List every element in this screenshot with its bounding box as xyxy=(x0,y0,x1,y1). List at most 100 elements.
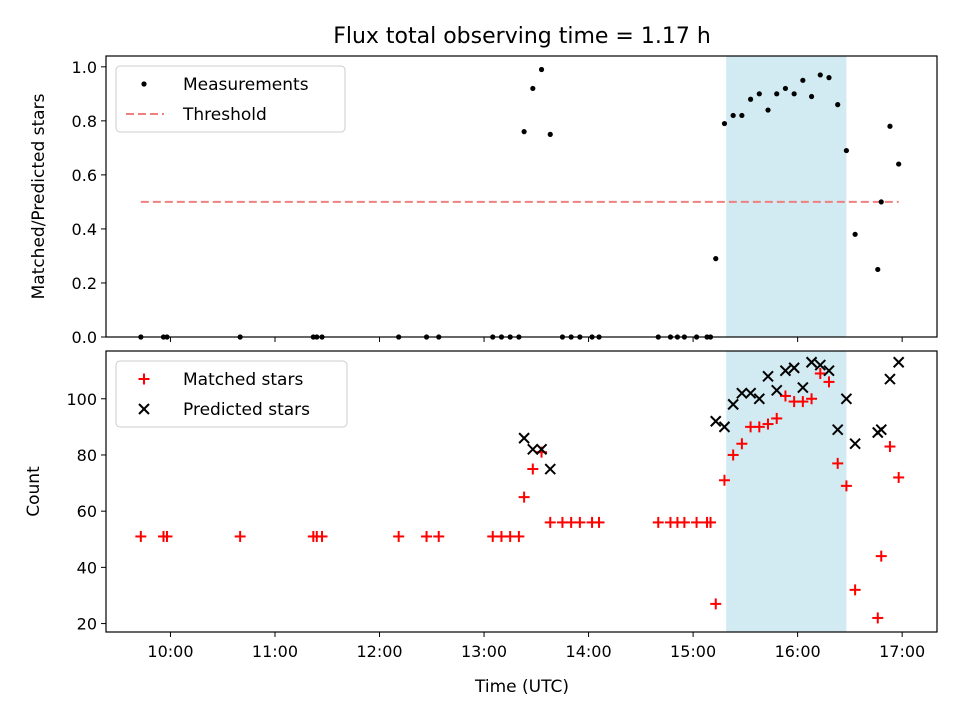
predicted-star-marker xyxy=(753,393,766,405)
matched-star-marker xyxy=(652,516,664,528)
matched-star-marker xyxy=(753,421,765,433)
predicted-star-stroke-b xyxy=(831,423,844,436)
predicted-star-stroke-b xyxy=(875,423,887,436)
predicted-star-marker xyxy=(840,393,853,405)
matched-star-marker xyxy=(872,612,884,624)
x-tick-label: 17:00 xyxy=(879,642,925,661)
matched-star-marker xyxy=(849,584,861,596)
predicted-star-stroke-b xyxy=(771,384,783,397)
measurement-point xyxy=(730,112,736,119)
measurement-point xyxy=(739,112,745,119)
predicted-star-marker xyxy=(788,362,800,374)
shaded-span xyxy=(726,56,847,337)
matched-star-marker xyxy=(393,530,405,542)
legend-label: Threshold xyxy=(182,105,267,125)
predicted-star-marker xyxy=(849,438,861,450)
matched-star-marker xyxy=(574,516,586,528)
predicted-star-stroke-b xyxy=(892,356,905,368)
predicted-star-stroke-b xyxy=(823,364,835,377)
matched-star-marker xyxy=(421,530,433,542)
predicted-star-marker xyxy=(823,364,835,377)
predicted-star-marker xyxy=(884,373,896,385)
matched-star-marker xyxy=(234,530,246,542)
predicted-star-marker xyxy=(892,356,905,368)
matched-star-marker xyxy=(518,491,530,503)
y-tick-label: 100 xyxy=(66,390,97,409)
predicted-star-stroke-b xyxy=(753,393,766,405)
y-tick-label: 60 xyxy=(77,502,97,521)
measurement-point xyxy=(521,129,527,135)
matched-star-marker xyxy=(513,530,525,542)
predicted-star-stroke-b xyxy=(710,415,722,427)
matched-star-marker xyxy=(705,516,717,528)
predicted-star-marker xyxy=(710,415,722,427)
y-axis-label: Count xyxy=(24,466,44,517)
axes-frame xyxy=(105,350,938,633)
predicted-star-marker xyxy=(544,463,556,475)
legend-box xyxy=(115,360,348,428)
predicted-star-marker xyxy=(744,387,757,399)
predicted-star-stroke-b xyxy=(805,356,818,368)
matched-star-marker xyxy=(875,550,887,562)
measurement-point xyxy=(791,91,797,97)
x-tick-label: 10:00 xyxy=(147,642,193,661)
y-axis-label: Matched/Predicted stars xyxy=(29,93,49,299)
measurement-point xyxy=(896,161,902,167)
predicted-star-marker xyxy=(814,359,826,371)
measurement-point xyxy=(808,93,815,100)
measurement-point xyxy=(756,91,762,97)
legend-box xyxy=(115,65,346,133)
measurement-point xyxy=(721,120,728,127)
measurement-point xyxy=(774,91,780,97)
y-tick-label: 40 xyxy=(77,558,97,577)
predicted-star-marker xyxy=(805,356,818,368)
matched-star-marker xyxy=(840,480,852,492)
predicted-star-stroke-b xyxy=(718,421,731,433)
y-tick-label: 1.0 xyxy=(72,58,97,77)
y-tick-label: 80 xyxy=(77,446,97,465)
y-tick-label: 0.0 xyxy=(72,328,97,347)
y-tick-label: 0.2 xyxy=(72,274,97,293)
legend-label: Measurements xyxy=(183,75,309,95)
measurement-point xyxy=(826,75,832,81)
measurement-point xyxy=(843,147,850,154)
matched-star-marker xyxy=(718,474,730,486)
matched-star-marker xyxy=(527,463,539,475)
measurement-point xyxy=(852,231,858,237)
measurement-point xyxy=(765,107,771,113)
predicted-star-marker xyxy=(527,443,539,456)
predicted-star-stroke-b xyxy=(814,359,826,371)
matched-star-marker xyxy=(806,393,818,405)
measurement-point xyxy=(538,66,545,73)
legend-label: Predicted stars xyxy=(183,400,310,420)
matched-star-marker xyxy=(832,457,844,469)
x-tick-label: 16:00 xyxy=(775,642,821,661)
chart-title: Flux total observing time = 1.17 h xyxy=(333,24,711,49)
matched-star-marker xyxy=(771,412,783,424)
measurement-point xyxy=(835,102,841,108)
matched-star-marker xyxy=(727,449,739,461)
matched-star-marker xyxy=(797,396,809,408)
legend-measurements-marker xyxy=(141,81,147,87)
top-panel: 0.0 0.2 0.4 0.6 0.8 1.0 Matched/Predicted star… xyxy=(29,55,938,347)
measurement-point xyxy=(817,72,823,78)
measurement-point xyxy=(875,266,881,273)
x-tick-label: 13:00 xyxy=(461,642,507,661)
matched-star-marker xyxy=(161,530,173,542)
matched-star-marker xyxy=(893,471,905,483)
x-tick-label: 12:00 xyxy=(356,642,402,661)
bottom-panel: 20 40 60 80 100 10:00 11:00 12:00 13:00 14:00 15:0… xyxy=(24,350,938,661)
predicted-star-stroke-b xyxy=(527,443,539,456)
predicted-star-stroke-b xyxy=(840,393,853,405)
matched-star-marker xyxy=(593,516,605,528)
predicted-star-marker xyxy=(727,398,739,411)
matched-star-marker xyxy=(678,516,690,528)
matched-star-marker xyxy=(710,598,722,610)
predicted-star-stroke-b xyxy=(884,373,896,385)
predicted-star-stroke-b xyxy=(762,370,774,382)
matched-star-marker xyxy=(544,516,556,528)
matched-star-marker xyxy=(736,438,748,450)
predicted-star-stroke-b xyxy=(535,443,548,456)
predicted-star-marker xyxy=(535,443,548,456)
legend-predicted-stroke-b xyxy=(138,403,150,415)
